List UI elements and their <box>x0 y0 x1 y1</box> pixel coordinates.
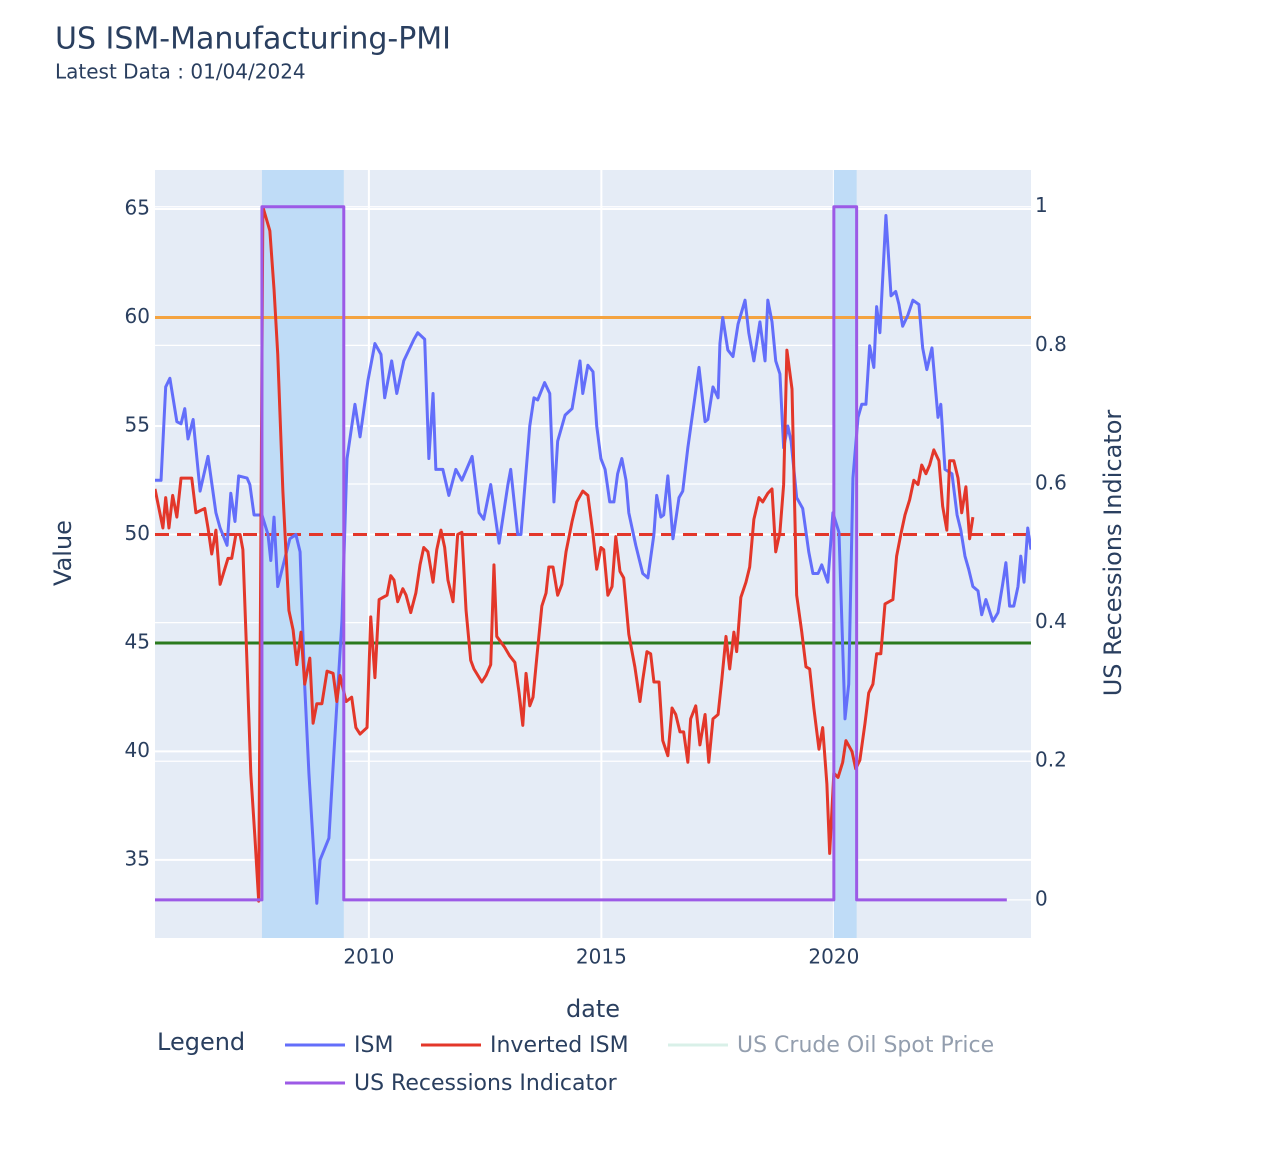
y2-tick-label: 1 <box>1035 193 1048 217</box>
y-tick-label: 60 <box>125 304 150 328</box>
x-tick-label: 2015 <box>576 945 627 969</box>
legend-label: US Crude Oil Spot Price <box>737 1033 994 1058</box>
legend-label: Inverted ISM <box>490 1033 629 1058</box>
chart-subtitle: Latest Data : 01/04/2024 <box>55 60 306 84</box>
y-tick-label: 55 <box>125 413 150 437</box>
x-axis-title: date <box>566 995 620 1023</box>
legend-label: US Recessions Indicator <box>354 1071 618 1096</box>
y2-tick-label: 0.8 <box>1035 332 1067 356</box>
series-line <box>155 205 1007 902</box>
legend-label: ISM <box>354 1033 393 1058</box>
x-tick-label: 2010 <box>343 945 394 969</box>
y-tick-label: 40 <box>125 738 150 762</box>
legend-item[interactable]: US Recessions Indicator <box>285 1071 618 1096</box>
x-tick-label: 2020 <box>808 945 859 969</box>
y2-axis-title: US Recessions Indicator <box>1099 410 1127 697</box>
legend-item[interactable]: Inverted ISM <box>421 1033 629 1058</box>
y2-tick-label: 0 <box>1035 886 1048 910</box>
legend-item[interactable]: US Crude Oil Spot Price <box>668 1033 994 1058</box>
recession-shade <box>833 170 857 938</box>
y-tick-label: 45 <box>125 629 150 653</box>
series-line <box>155 205 975 903</box>
y-tick-label: 35 <box>125 846 150 870</box>
chart-title: US ISM-Manufacturing-PMI <box>55 22 451 57</box>
y-axis-title: Value <box>49 520 77 586</box>
plot-area <box>155 170 1031 938</box>
legend-item[interactable]: ISM <box>285 1033 393 1058</box>
y2-tick-label: 0.6 <box>1035 470 1067 494</box>
legend-title: Legend <box>157 1028 245 1056</box>
y2-tick-label: 0.4 <box>1035 609 1067 633</box>
y-tick-label: 50 <box>125 521 150 545</box>
y2-tick-label: 0.2 <box>1035 748 1067 772</box>
series-line <box>155 214 1031 905</box>
legend: ISM Inverted ISM US Crude Oil Spot Price US… <box>285 1033 994 1096</box>
y-tick-label: 65 <box>125 196 150 220</box>
